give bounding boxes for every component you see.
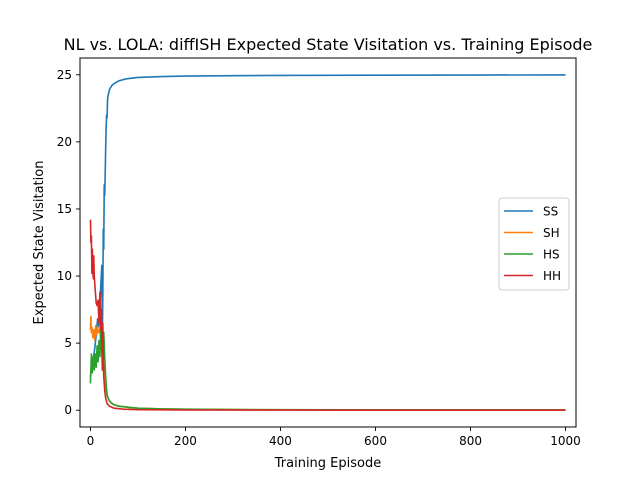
y-axis-label: Expected State Visitation [32,161,47,325]
series-line-sh [89,315,566,411]
legend-label-hh: HH [543,269,561,283]
x-tick-label: 200 [174,434,197,448]
y-tick-label: 15 [57,202,72,216]
legend-box [498,197,570,291]
x-axis-label: Training Episode [274,456,381,471]
x-tick-label: 800 [459,434,482,448]
legend-label-ss: SS [543,205,558,219]
y-tick-label: 10 [57,269,72,283]
series-line-hs [89,326,566,411]
x-tick-label: 1000 [550,434,581,448]
plot-area [89,74,566,412]
series-line-ss [89,74,566,377]
y-axis: 0 5 10 15 20 25 [57,68,80,417]
y-tick-label: 20 [57,135,72,149]
legend: SS SH HS HH [498,197,570,291]
x-tick-label: 600 [364,434,387,448]
legend-label-sh: SH [543,226,560,240]
y-tick-label: 0 [64,403,72,417]
x-axis: 0 200 400 600 800 1000 [87,427,581,448]
legend-label-hs: HS [543,248,560,262]
series-line-hh [89,219,566,412]
axes-frame [79,57,577,428]
y-tick-label: 25 [57,68,72,82]
y-tick-label: 5 [64,336,72,350]
x-tick-label: 400 [269,434,292,448]
chart-title: NL vs. LOLA: diffISH Expected State Visi… [64,35,593,54]
x-tick-label: 0 [87,434,95,448]
